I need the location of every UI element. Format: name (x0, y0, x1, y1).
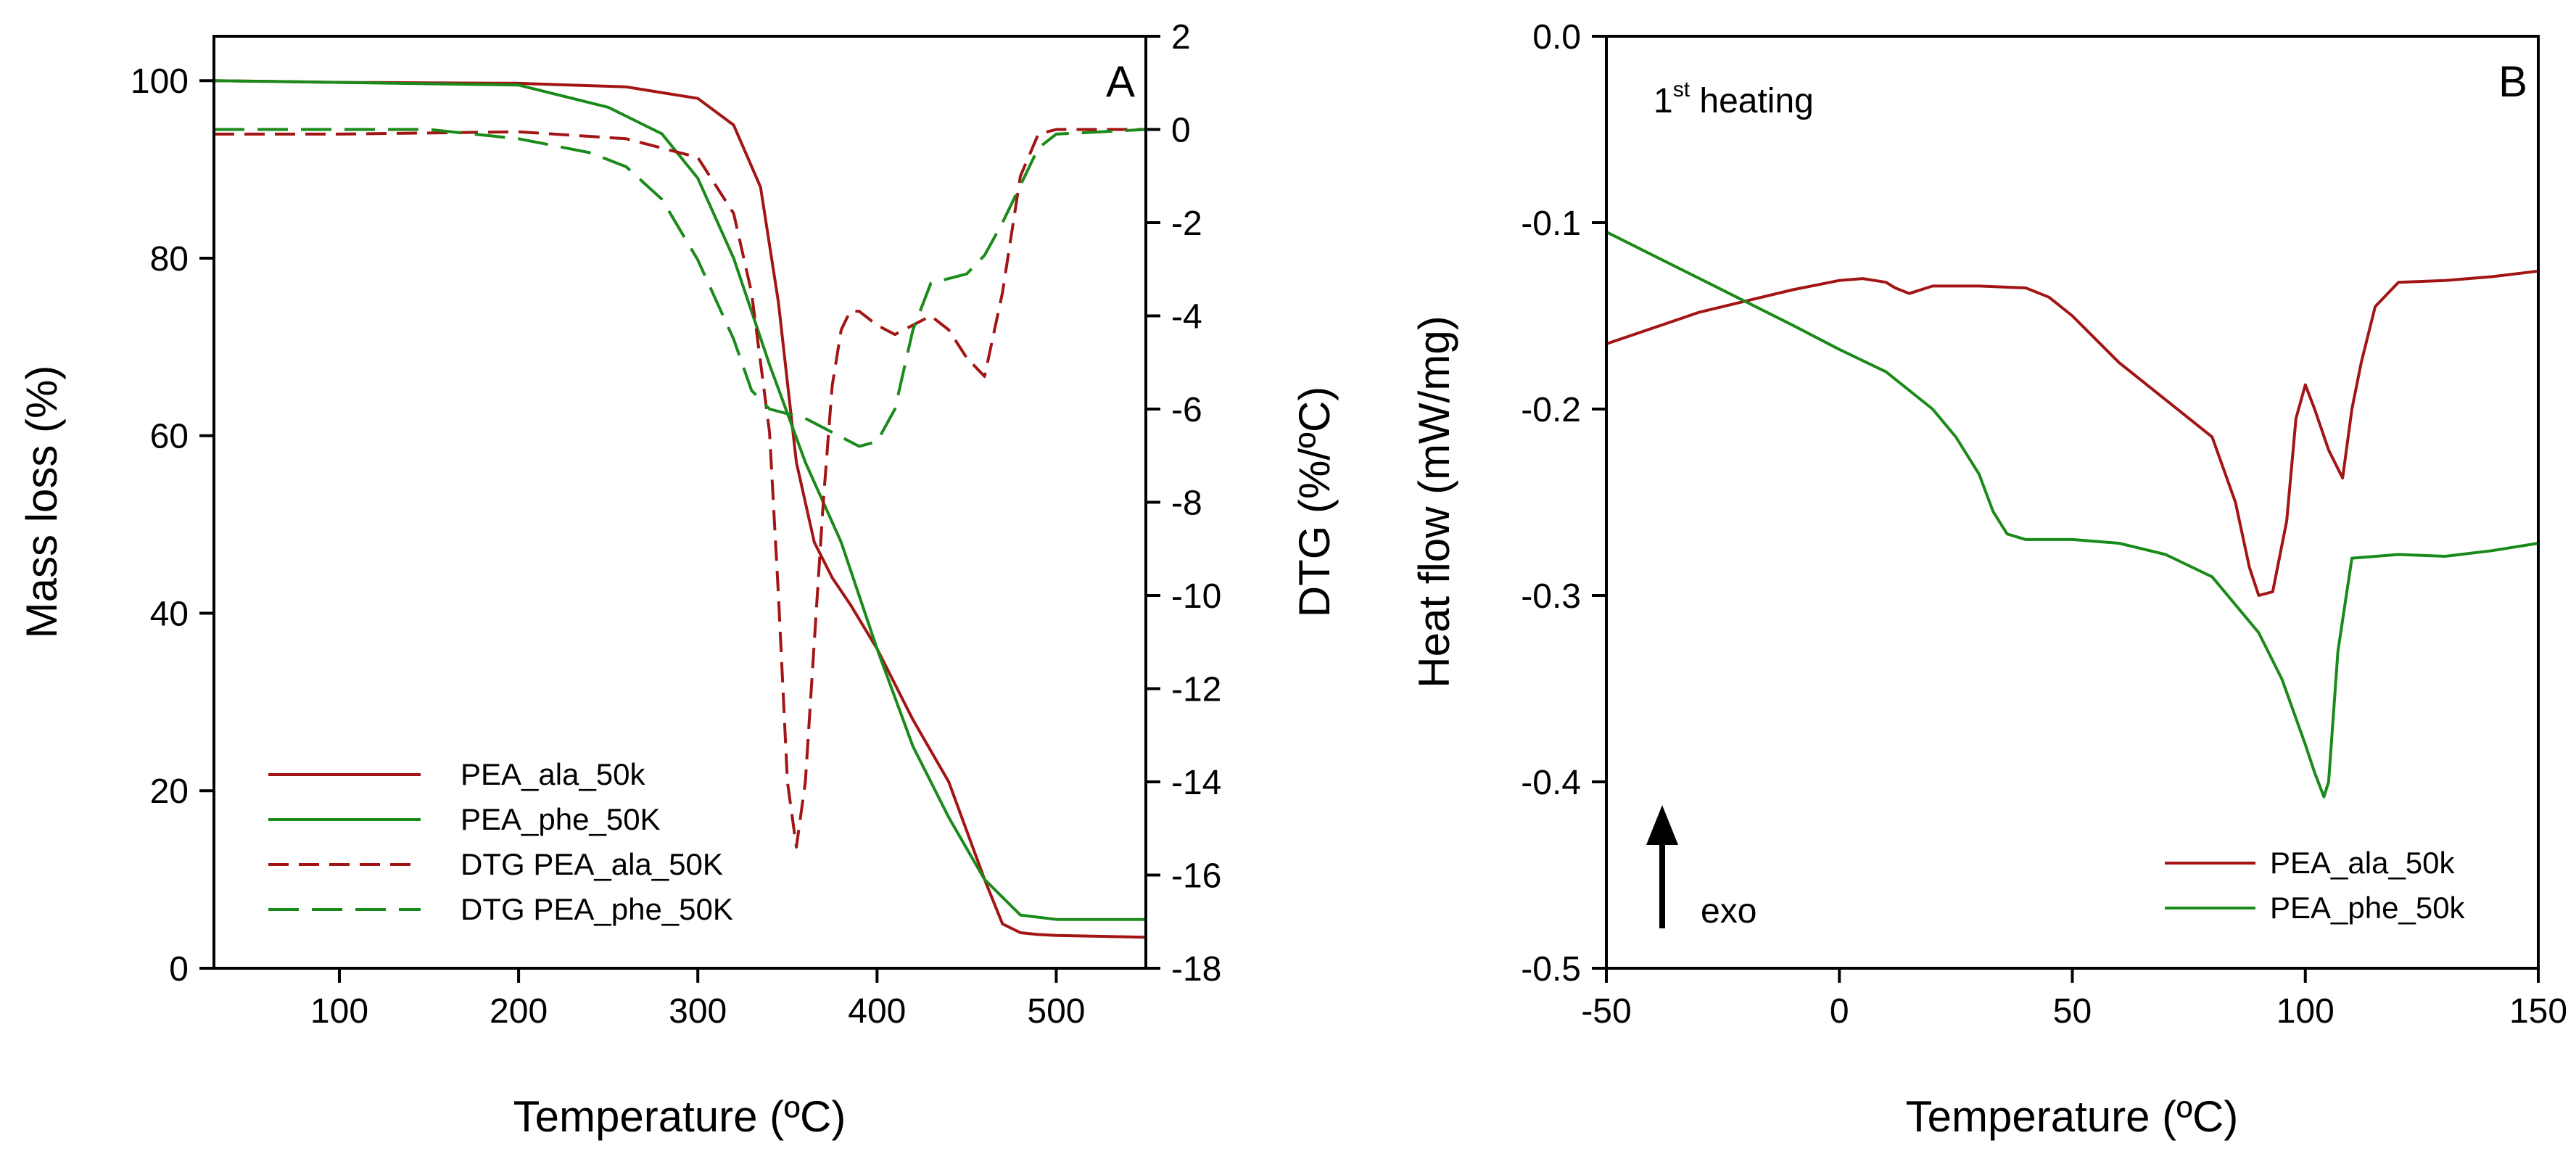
panel-a-y2-tick-label: -6 (1171, 391, 1202, 429)
panel-a-y2-tick-label: -18 (1171, 950, 1221, 989)
heating-annotation-text: heating (1690, 82, 1814, 120)
panel-b-y-tick-label: -0.5 (1521, 950, 1581, 989)
panel-b-series-pea-phe-50k (1606, 231, 2539, 799)
panel-a-y2-tick-label: -2 (1171, 205, 1202, 243)
panel-b-label: B (2498, 57, 2527, 106)
panel-a-series-pea-ala-50k (213, 79, 1147, 939)
panel-a-x-tick-label: 300 (669, 992, 727, 1031)
panel-b-y-tick-label: 0.0 (1532, 18, 1581, 57)
panel-a-x-ticks: 100 200 300 400 500 (310, 968, 1085, 1031)
legend-label-dtg-phe: DTG PEA_phe_50K (461, 892, 733, 926)
panel-a-frame (212, 35, 1147, 970)
panel-a-y2-tick-label: -4 (1171, 298, 1202, 337)
panel-b-x-tick-label: 50 (2053, 992, 2092, 1031)
panel-a-y-ticks: 0 20 40 60 80 100 (131, 62, 214, 989)
panel-b-x-tick-label: 0 (1830, 992, 1849, 1031)
heating-annotation-superscript: st (1673, 78, 1690, 102)
panel-a-y2-axis-label: DTG (%/ºC) (1290, 387, 1339, 618)
panel-a-series-dtg-pea-phe-50k (214, 128, 1147, 448)
panel-a-x-axis-label: Temperature (ºC) (513, 1092, 846, 1141)
panel-a-x-tick-label: 500 (1027, 992, 1085, 1031)
panel-a-x-tick-label: 100 (310, 992, 368, 1031)
panel-a-y2-tick-label: -12 (1171, 671, 1221, 709)
panel-b-y-ticks: -0.5 -0.4 -0.3 -0.2 -0.1 0.0 (1521, 18, 1606, 989)
panel-a-x-tick-label: 200 (490, 992, 548, 1031)
legend-label-dtg-ala: DTG PEA_ala_50K (461, 847, 723, 881)
panel-a-legend: PEA_ala_50k PEA_phe_50K DTG PEA_ala_50K … (268, 757, 733, 926)
panel-a-y-tick-label: 40 (150, 595, 189, 633)
panel-a-y-tick-label: 0 (169, 950, 189, 989)
panel-a-y-tick-label: 20 (150, 772, 189, 811)
panel-a-y2-tick-label: -8 (1171, 484, 1202, 523)
panel-b: -50 0 50 100 150 -0.5 -0.4 -0.3 -0.2 -0.1 0.0 B 1… (1410, 18, 2567, 1141)
panel-a-label: A (1106, 57, 1135, 106)
panel-b-x-tick-label: -50 (1581, 992, 1631, 1031)
panel-a-y2-tick-label: -10 (1171, 577, 1221, 616)
panel-a-series-pea-phe-50k (213, 79, 1146, 921)
panel-a-y-tick-label: 100 (131, 62, 189, 101)
exo-label: exo (1701, 892, 1756, 931)
panel-b-y-axis-label: Heat flow (mW/mg) (1410, 315, 1458, 688)
legend-label-ala: PEA_ala_50k (461, 757, 646, 791)
panel-b-series (1606, 231, 2539, 799)
panel-b-y-tick-label: -0.2 (1521, 391, 1581, 429)
legend-label-phe: PEA_phe_50K (461, 802, 661, 836)
exo-arrow-icon (1646, 805, 1678, 928)
panel-a-y2-tick-label: 2 (1171, 18, 1191, 57)
heating-annotation-number: 1 (1654, 82, 1673, 120)
panel-a-x-tick-label: 400 (848, 992, 906, 1031)
panel-b-frame (1605, 35, 2540, 970)
panel-b-x-tick-label: 100 (2276, 992, 2334, 1031)
panel-a-series (213, 79, 1147, 939)
panel-b-x-axis-label: Temperature (ºC) (1906, 1092, 2239, 1141)
panel-b-series-pea-ala-50k (1606, 269, 2539, 597)
panel-b-x-ticks: -50 0 50 100 150 (1581, 968, 2567, 1031)
panel-a-y2-tick-label: -14 (1171, 764, 1221, 802)
legend-b-label-ala: PEA_ala_50k (2270, 846, 2456, 880)
panel-a-y-axis-label: Mass loss (%) (17, 366, 66, 639)
panel-a-series-dtg-pea-ala-50k (214, 128, 1146, 849)
panel-a-y2-ticks: -18 -16 -14 -12 -10 -8 -6 -4 -2 0 2 (1146, 18, 1221, 989)
panel-b-legend: PEA_ala_50k PEA_phe_50k (2165, 846, 2466, 925)
legend-b-label-phe: PEA_phe_50k (2270, 891, 2466, 925)
panel-b-y-tick-label: -0.1 (1521, 205, 1581, 243)
panel-a-y2-tick-label: -16 (1171, 857, 1221, 896)
panel-b-y-tick-label: -0.3 (1521, 577, 1581, 616)
panel-a-y-tick-label: 60 (150, 418, 189, 456)
heating-annotation: 1st heating (1654, 78, 1814, 120)
panel-a-y2-tick-label: 0 (1171, 112, 1191, 150)
panel-a-y-tick-label: 80 (150, 240, 189, 279)
panel-b-y-tick-label: -0.4 (1521, 764, 1581, 802)
panel-b-x-tick-label: 150 (2509, 992, 2567, 1031)
